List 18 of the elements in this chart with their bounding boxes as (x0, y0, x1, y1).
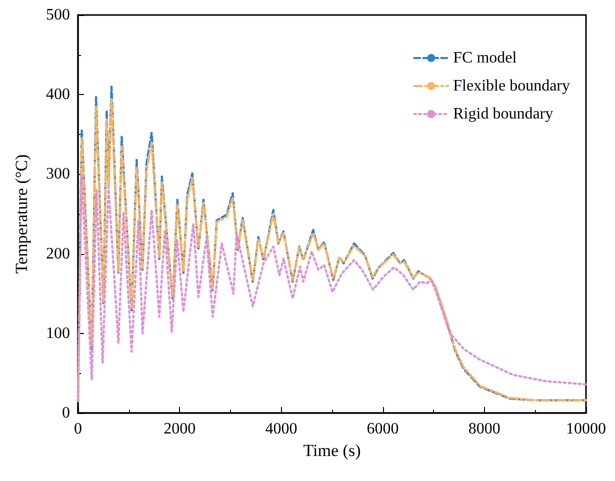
line-series (76, 173, 588, 402)
y-tick-label: 200 (46, 245, 70, 262)
y-tick-label: 400 (46, 86, 70, 104)
x-tick-label: 0 (74, 420, 82, 438)
legend-label: Flexible boundary (453, 78, 570, 94)
x-tick-label: 6000 (366, 420, 399, 438)
x-tick-label: 10000 (566, 420, 606, 438)
legend-label: Rigid boundary (453, 106, 554, 122)
y-tick-label: 100 (46, 324, 70, 342)
y-tick-label: 0 (62, 404, 70, 422)
legend-label: FC model (453, 50, 518, 66)
x-tick-label: 2000 (164, 420, 196, 438)
y-tick-label: 300 (46, 166, 70, 183)
x-tick-label: 4000 (265, 420, 298, 438)
y-tick-label: 500 (46, 6, 70, 24)
x-tick-label: 8000 (468, 420, 500, 438)
y-axis-title: Temperature (°C) (12, 154, 31, 274)
x-axis-title: Time (s) (303, 440, 361, 460)
